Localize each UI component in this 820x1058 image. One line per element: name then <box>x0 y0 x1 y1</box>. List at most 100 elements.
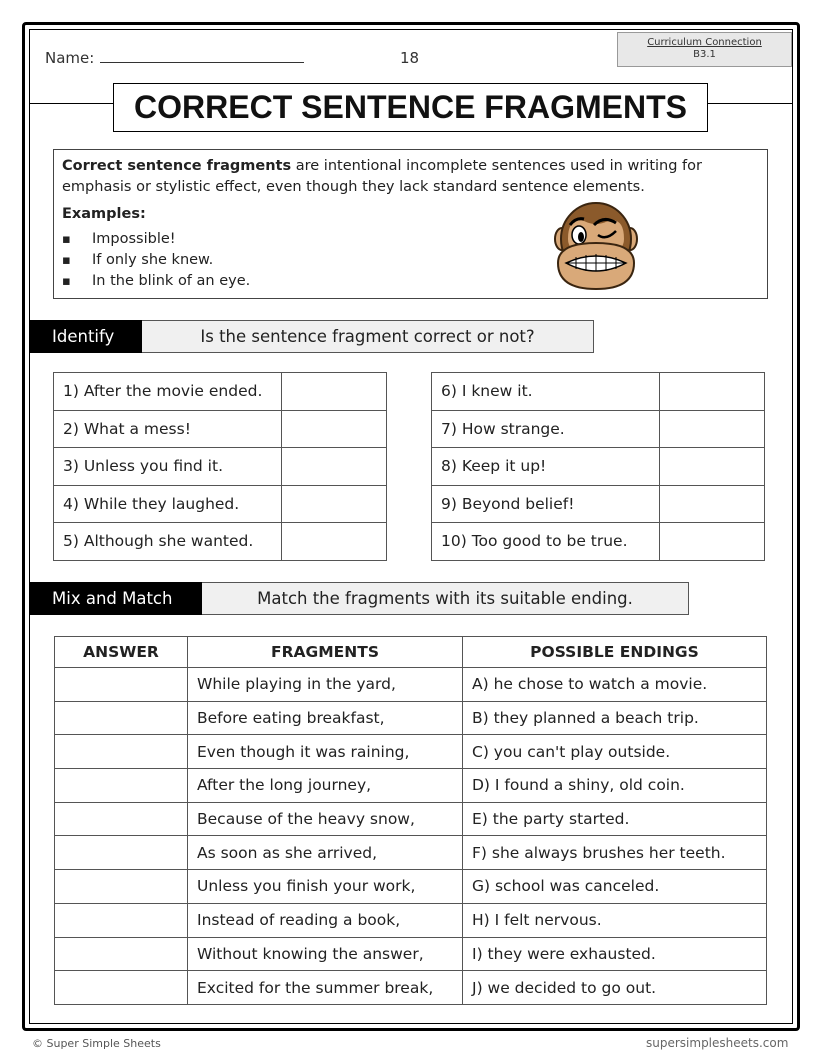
answer-cell[interactable] <box>281 372 387 411</box>
match-section-header: Mix and Match Match the fragments with i… <box>30 582 689 615</box>
answer-cell[interactable] <box>54 869 188 904</box>
sentence-cell: 10) Too good to be true. <box>431 522 660 561</box>
page-title: CORRECT SENTENCE FRAGMENTS <box>113 83 708 132</box>
answer-cell[interactable] <box>54 801 188 837</box>
fragment-cell: Even though it was raining, <box>187 734 463 770</box>
fragment-cell: Excited for the summer break, <box>187 970 463 1005</box>
identify-table-left: 1) After the movie ended. 2) What a mess… <box>53 372 387 561</box>
answer-cell[interactable] <box>281 522 387 561</box>
ending-cell: I) they were exhausted. <box>462 936 767 972</box>
example-item: Impossible! <box>62 229 759 250</box>
table-row: 9) Beyond belief! <box>431 484 765 523</box>
copyright: © Super Simple Sheets <box>32 1037 161 1050</box>
table-row: 4) While they laughed. <box>53 484 387 523</box>
answer-cell[interactable] <box>54 700 188 736</box>
table-row: 3) Unless you find it. <box>53 447 387 486</box>
definition-term: Correct sentence fragments <box>62 158 292 174</box>
match-label: Mix and Match <box>30 582 202 615</box>
column-header-fragments: FRAGMENTS <box>187 636 463 668</box>
sentence-cell: 4) While they laughed. <box>53 484 282 523</box>
match-instruction: Match the fragments with its suitable en… <box>202 582 689 615</box>
answer-cell[interactable] <box>659 522 765 561</box>
table-header-row: ANSWER FRAGMENTS POSSIBLE ENDINGS <box>54 636 767 668</box>
winking-monkey-icon <box>554 202 638 291</box>
page-inner-border <box>29 29 793 1024</box>
answer-cell[interactable] <box>281 447 387 486</box>
answer-cell[interactable] <box>54 734 188 770</box>
ending-cell: D) I found a shiny, old coin. <box>462 768 767 803</box>
table-row: 7) How strange. <box>431 409 765 448</box>
curriculum-connection: Curriculum Connection B3.1 <box>617 32 792 67</box>
example-item: If only she knew. <box>62 250 759 271</box>
table-row: Even though it was raining, C) you can't … <box>54 734 767 770</box>
sentence-cell: 6) I knew it. <box>431 372 660 411</box>
site-link[interactable]: supersimplesheets.com <box>646 1036 789 1050</box>
sentence-cell: 8) Keep it up! <box>431 447 660 486</box>
ending-cell: A) he chose to watch a movie. <box>462 667 767 702</box>
table-row: Because of the heavy snow, E) the party s… <box>54 801 767 837</box>
table-row: As soon as she arrived, F) she always bru… <box>54 835 767 871</box>
column-header-endings: POSSIBLE ENDINGS <box>462 636 767 668</box>
answer-cell[interactable] <box>54 835 188 871</box>
examples-label: Examples: <box>62 206 146 222</box>
answer-cell[interactable] <box>659 484 765 523</box>
fragment-cell: Because of the heavy snow, <box>187 801 463 837</box>
fragment-cell: After the long journey, <box>187 768 463 803</box>
name-label: Name: <box>45 49 95 67</box>
identify-instruction: Is the sentence fragment correct or not? <box>142 320 594 353</box>
identify-label: Identify <box>30 320 142 353</box>
answer-cell[interactable] <box>281 484 387 523</box>
answer-cell[interactable] <box>54 768 188 803</box>
identify-section-header: Identify Is the sentence fragment correc… <box>30 320 594 353</box>
ending-cell: E) the party started. <box>462 801 767 837</box>
ending-cell: F) she always brushes her teeth. <box>462 835 767 871</box>
fragment-cell: While playing in the yard, <box>187 667 463 702</box>
table-row: 10) Too good to be true. <box>431 522 765 561</box>
table-row: 5) Although she wanted. <box>53 522 387 561</box>
table-row: 8) Keep it up! <box>431 447 765 486</box>
answer-cell[interactable] <box>659 409 765 448</box>
answer-cell[interactable] <box>659 372 765 411</box>
table-row: 6) I knew it. <box>431 372 765 411</box>
table-row: Instead of reading a book, H) I felt nerv… <box>54 902 767 938</box>
ending-cell: G) school was canceled. <box>462 869 767 904</box>
name-field[interactable]: Name: <box>45 49 305 67</box>
ending-cell: J) we decided to go out. <box>462 970 767 1005</box>
definition-box: Correct sentence fragments are intention… <box>53 149 768 299</box>
table-row: While playing in the yard, A) he chose to… <box>54 667 767 702</box>
fragment-cell: Without knowing the answer, <box>187 936 463 972</box>
sentence-cell: 2) What a mess! <box>53 409 282 448</box>
curriculum-code: B3.1 <box>693 49 716 60</box>
column-header-answer: ANSWER <box>54 636 188 668</box>
sentence-cell: 5) Although she wanted. <box>53 522 282 561</box>
page-number: 18 <box>400 49 420 67</box>
table-row: Before eating breakfast, B) they planned … <box>54 700 767 736</box>
match-table: ANSWER FRAGMENTS POSSIBLE ENDINGS While … <box>54 636 767 1005</box>
identify-table-right: 6) I knew it. 7) How strange. 8) Keep it… <box>431 372 765 561</box>
page-border <box>22 22 800 1031</box>
definition-text: Correct sentence fragments are intention… <box>62 156 759 198</box>
ending-cell: H) I felt nervous. <box>462 902 767 938</box>
sentence-cell: 7) How strange. <box>431 409 660 448</box>
ending-cell: C) you can't play outside. <box>462 734 767 770</box>
fragment-cell: Before eating breakfast, <box>187 700 463 736</box>
answer-cell[interactable] <box>54 667 188 702</box>
fragment-cell: Instead of reading a book, <box>187 902 463 938</box>
answer-cell[interactable] <box>54 902 188 938</box>
fragment-cell: As soon as she arrived, <box>187 835 463 871</box>
table-row: Unless you finish your work, G) school wa… <box>54 869 767 904</box>
answer-cell[interactable] <box>54 970 188 1005</box>
sentence-cell: 3) Unless you find it. <box>53 447 282 486</box>
sentence-cell: 9) Beyond belief! <box>431 484 660 523</box>
answer-cell[interactable] <box>659 447 765 486</box>
definition-body: are intentional incomplete sentences use… <box>62 158 702 195</box>
example-item: In the blink of an eye. <box>62 271 759 292</box>
answer-cell[interactable] <box>281 409 387 448</box>
name-line[interactable] <box>100 51 305 63</box>
fragment-cell: Unless you finish your work, <box>187 869 463 904</box>
answer-cell[interactable] <box>54 936 188 972</box>
table-row: 1) After the movie ended. <box>53 372 387 411</box>
curriculum-label: Curriculum Connection <box>647 37 762 48</box>
ending-cell: B) they planned a beach trip. <box>462 700 767 736</box>
table-row: 2) What a mess! <box>53 409 387 448</box>
